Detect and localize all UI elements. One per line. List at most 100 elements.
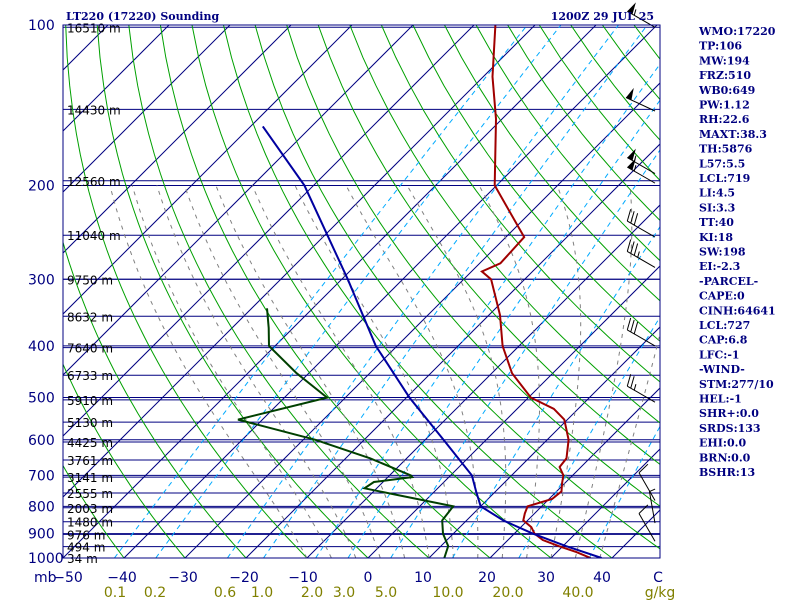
mixing-ratio-tick-label: 3.0 bbox=[333, 585, 355, 600]
moist-adiabat bbox=[345, 185, 479, 558]
barb-full bbox=[630, 319, 635, 333]
mixing-ratio-tick-label: 0.2 bbox=[144, 585, 166, 600]
isotherm-line bbox=[550, 448, 660, 558]
barb-staff bbox=[627, 329, 656, 347]
temperature-tick-label: −10 bbox=[288, 570, 318, 586]
mixing-ratio-line bbox=[347, 99, 660, 558]
moist-adiabat bbox=[294, 185, 454, 558]
barb-staff bbox=[627, 250, 656, 268]
barb-flag bbox=[627, 2, 636, 15]
isotherm-line bbox=[428, 326, 660, 558]
stat-line: WMO:17220 bbox=[698, 25, 776, 38]
dry-adiabat bbox=[65, 25, 308, 558]
height-label: 34 m bbox=[67, 552, 98, 566]
height-label: 3761 m bbox=[67, 454, 113, 468]
mixing-ratio-line bbox=[226, 25, 619, 558]
height-label: 6733 m bbox=[67, 369, 113, 383]
moist-adiabat bbox=[156, 185, 357, 558]
wind-barbs bbox=[625, 2, 656, 542]
wind-barb bbox=[626, 209, 656, 238]
mixing-ratio-line bbox=[113, 25, 528, 558]
stat-line: -WIND- bbox=[699, 363, 745, 376]
barb-staff bbox=[638, 513, 656, 542]
mixing-ratio-line bbox=[452, 225, 660, 558]
height-label: 2555 m bbox=[67, 487, 113, 501]
barb-flag bbox=[627, 158, 636, 171]
stat-line: L57:5.5 bbox=[699, 157, 745, 170]
stat-line: SW:198 bbox=[699, 246, 746, 259]
wind-barb bbox=[648, 488, 656, 524]
temperature-tick-label: 40 bbox=[593, 570, 611, 586]
barb-flag bbox=[625, 87, 634, 101]
wind-barb bbox=[626, 317, 656, 347]
stat-line: FRZ:510 bbox=[699, 69, 751, 82]
dry-adiabat bbox=[63, 362, 186, 558]
stat-line: MAXT:38.3 bbox=[699, 128, 767, 141]
dewpoint-profile-line bbox=[237, 308, 455, 558]
barb-staff bbox=[638, 472, 656, 501]
dry-adiabat bbox=[380, 25, 660, 383]
barb-full bbox=[633, 321, 639, 335]
moist-adiabat bbox=[406, 185, 507, 558]
height-label: 5130 m bbox=[67, 416, 113, 430]
stat-line: TP:106 bbox=[699, 40, 742, 53]
dry-adiabat bbox=[63, 240, 247, 558]
barb-full bbox=[626, 209, 632, 222]
pressure-tick-label: 200 bbox=[28, 178, 55, 194]
profile-lines bbox=[237, 25, 602, 558]
pressure-tick-label: 400 bbox=[28, 339, 55, 355]
isotherm-line bbox=[63, 25, 475, 437]
barb-full bbox=[630, 211, 635, 224]
wind-barb bbox=[638, 504, 656, 542]
barb-half bbox=[633, 384, 637, 391]
temperature-tick-label: −50 bbox=[53, 570, 83, 586]
stat-line: MW:194 bbox=[699, 54, 750, 67]
pressure-unit-label: mb bbox=[34, 570, 57, 586]
moist-adiabat bbox=[251, 185, 430, 558]
stat-line: BRN:0.0 bbox=[699, 451, 751, 464]
stat-line: EI:-2.3 bbox=[699, 260, 740, 273]
isotherm-line bbox=[63, 25, 170, 132]
pressure-tick-label: 900 bbox=[28, 527, 55, 543]
pressure-tick-label: 1000 bbox=[28, 551, 64, 567]
wind-barb bbox=[627, 158, 656, 184]
temperature-tick-label: 0 bbox=[364, 570, 373, 586]
dry-adiabat bbox=[128, 25, 430, 558]
barb-full bbox=[633, 243, 639, 256]
stat-line: LCL:719 bbox=[699, 172, 750, 185]
moist-adiabat bbox=[109, 185, 308, 558]
dry-adiabat bbox=[96, 25, 369, 558]
wind-barb bbox=[625, 87, 656, 112]
dry-adiabat bbox=[159, 25, 491, 558]
isotherm-line bbox=[63, 25, 231, 193]
stat-line: SRDS:133 bbox=[699, 422, 761, 435]
moist-adiabat bbox=[131, 185, 332, 558]
temperature-tick-label: −30 bbox=[168, 570, 198, 586]
moist-adiabat bbox=[215, 185, 406, 558]
dry-adiabat bbox=[223, 25, 613, 558]
dry-adiabat bbox=[63, 464, 125, 558]
dry-adiabat bbox=[286, 25, 660, 507]
pressure-tick-label: 300 bbox=[28, 272, 55, 288]
dry-adiabat bbox=[317, 25, 660, 466]
height-label: 8632 m bbox=[67, 310, 113, 324]
barb-staff bbox=[627, 220, 656, 238]
pressure-tick-label: 700 bbox=[28, 468, 55, 484]
barb-half bbox=[633, 9, 637, 16]
stat-line: RH:22.6 bbox=[699, 113, 750, 126]
isotherm-line bbox=[63, 25, 292, 254]
isotherm-line bbox=[63, 25, 536, 498]
stat-line: LI:4.5 bbox=[699, 187, 735, 200]
temperature-tick-label: C bbox=[653, 570, 663, 586]
mixing-ratio-tick-label: 10.0 bbox=[432, 585, 463, 600]
station-title: LT220 (17220) Sounding bbox=[66, 10, 219, 23]
parcel-path-line bbox=[261, 125, 602, 558]
barb-flag bbox=[627, 148, 636, 161]
mixing-ratio-line bbox=[315, 63, 660, 558]
mixing-ratio-tick-label: g/kg bbox=[645, 585, 676, 600]
dry-adiabat bbox=[444, 25, 660, 302]
stat-line: CAP:6.8 bbox=[699, 334, 748, 347]
pressure-tick-label: 800 bbox=[28, 499, 55, 515]
